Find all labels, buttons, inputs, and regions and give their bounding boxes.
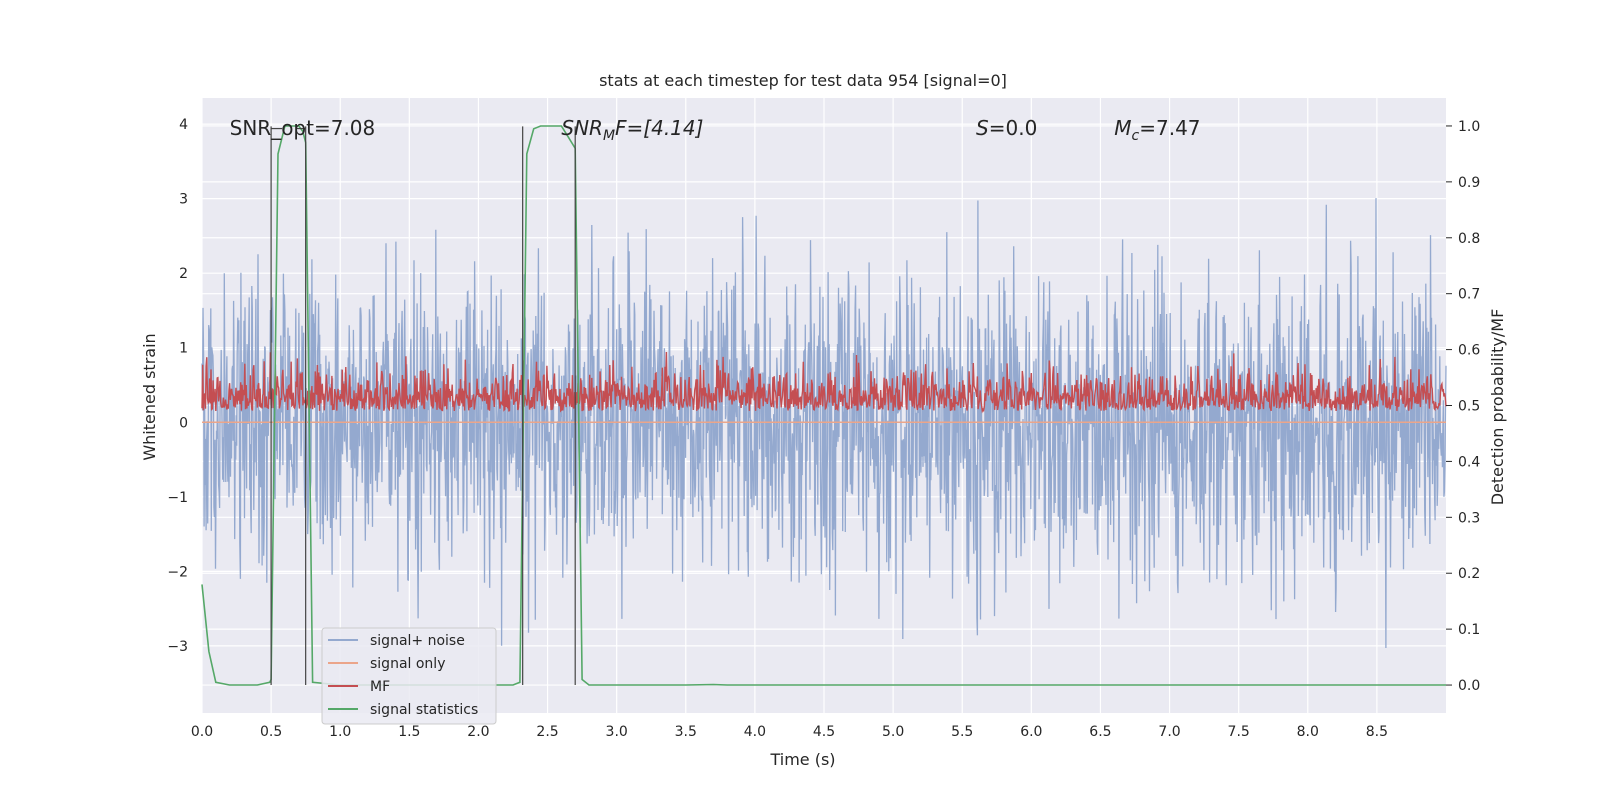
annotation-s-value: S=0.0	[976, 116, 1037, 140]
right-tick-label: 0.0	[1458, 678, 1480, 694]
legend-label-signal-statistics: signal statistics	[370, 702, 478, 718]
x-tick-label: 0.5	[260, 724, 282, 740]
x-axis-label: Time (s)	[769, 750, 835, 769]
x-tick-label: 0.0	[191, 724, 213, 740]
x-tick-label: 6.5	[1089, 724, 1111, 740]
y-tick-label: 3	[179, 192, 188, 208]
x-tick-label: 8.0	[1297, 724, 1319, 740]
x-tick-label: 5.5	[951, 724, 973, 740]
x-tick-label: 3.5	[675, 724, 697, 740]
x-tick-label: 6.0	[1020, 724, 1042, 740]
annotations: SNR_opt=7.08 SNRMF=[4.14] S=0.0 Mc=7.47	[230, 116, 1201, 144]
x-tick-label: 4.0	[744, 724, 766, 740]
y-axis-label: Whitened strain	[140, 333, 159, 460]
legend-label-signal-noise: signal+ noise	[370, 633, 465, 649]
y-tick-label: 1	[179, 341, 188, 357]
series-mf	[201, 351, 1447, 414]
y-axis-ticks: −3 −2 −1 0 1 2 3 4	[167, 117, 188, 655]
annotation-mc-value: Mc=7.47	[1114, 116, 1200, 144]
line-signal-noise	[201, 198, 1447, 649]
x-axis-ticks: 0.0 0.5 1.0 1.5 2.0 2.5 3.0 3.5 4.0 4.5 5.0 5.5 6.0 6…	[191, 724, 1388, 740]
x-tick-label: 7.5	[1228, 724, 1250, 740]
right-axis-label: Detection probability/MF	[1488, 309, 1507, 506]
right-tick-label: 0.8	[1458, 231, 1480, 247]
right-tick-label: 0.2	[1458, 566, 1480, 582]
x-tick-label: 8.5	[1366, 724, 1388, 740]
y-tick-label: 0	[179, 415, 188, 431]
right-axis-ticks: 0.0 0.1 0.2 0.3 0.4 0.5 0.6 0.7 0.8 0.9 1.0	[1446, 119, 1480, 694]
right-tick-label: 1.0	[1458, 119, 1480, 135]
y-tick-label: −3	[167, 639, 188, 655]
series-signal-noise	[201, 198, 1447, 649]
x-tick-label: 3.0	[606, 724, 628, 740]
line-mf	[201, 351, 1447, 414]
x-tick-label: 2.0	[467, 724, 489, 740]
right-tick-label: 0.1	[1458, 622, 1480, 638]
x-tick-label: 1.5	[398, 724, 420, 740]
y-tick-label: 4	[179, 117, 188, 133]
legend: signal+ noise signal only MF signal stat…	[321, 627, 497, 725]
chart-title: stats at each timestep for test data 954…	[599, 71, 1007, 90]
x-tick-label: 4.5	[813, 724, 835, 740]
legend-label-signal-only: signal only	[370, 656, 445, 672]
x-tick-label: 7.0	[1158, 724, 1180, 740]
right-tick-label: 0.4	[1458, 454, 1480, 470]
x-tick-label: 2.5	[536, 724, 558, 740]
x-tick-label: 1.0	[329, 724, 351, 740]
right-tick-label: 0.6	[1458, 343, 1480, 359]
annotation-snr-mf: SNRMF=[4.14]	[561, 116, 703, 144]
right-tick-label: 0.7	[1458, 287, 1480, 303]
vertical-markers	[270, 126, 576, 686]
right-tick-label: 0.5	[1458, 399, 1480, 415]
y-tick-label: −1	[167, 490, 188, 506]
legend-box	[321, 627, 497, 725]
y-tick-label: −2	[167, 564, 188, 580]
right-tick-label: 0.9	[1458, 175, 1480, 191]
x-tick-label: 5.0	[882, 724, 904, 740]
annotation-snr-opt: SNR_opt=7.08	[230, 116, 376, 140]
right-tick-label: 0.3	[1458, 510, 1480, 526]
y-tick-label: 2	[179, 266, 188, 282]
legend-label-mf: MF	[370, 679, 390, 695]
